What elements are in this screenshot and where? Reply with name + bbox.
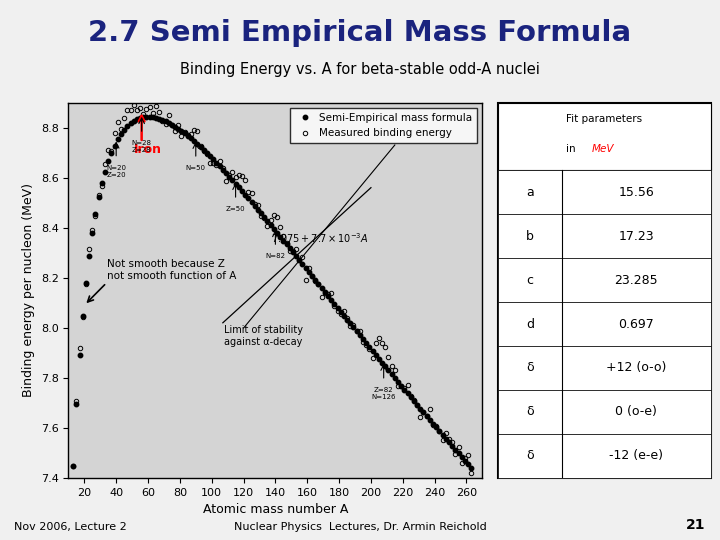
Text: 21: 21 (686, 518, 706, 532)
Semi-Empirical mass formula (318, 285, 326, 291)
Legend: Semi-Empirical mass formula, Measured binding energy: Semi-Empirical mass formula, Measured bi… (289, 108, 477, 144)
Text: d: d (526, 318, 534, 330)
Measured binding energy (318, 294, 326, 300)
Text: N=20
Z=20: N=20 Z=20 (106, 165, 126, 178)
Text: Not smooth because Z
not smooth function of A: Not smooth because Z not smooth function… (107, 259, 236, 281)
Measured binding energy (130, 102, 138, 108)
Bar (498, 258, 711, 302)
Text: Z=50: Z=50 (226, 206, 246, 212)
Bar (498, 170, 711, 214)
Semi-Empirical mass formula (145, 114, 154, 120)
Text: b: b (526, 230, 534, 242)
Semi-Empirical mass formula (467, 465, 476, 471)
X-axis label: Atomic mass number A: Atomic mass number A (203, 503, 348, 516)
Measured binding energy (69, 463, 78, 469)
Text: δ: δ (526, 406, 534, 419)
Measured binding energy (467, 469, 476, 476)
Bar (498, 390, 711, 434)
Y-axis label: Binding energy per nucleon (MeV): Binding energy per nucleon (MeV) (22, 183, 35, 397)
Semi-Empirical mass formula (307, 273, 316, 279)
Text: in: in (566, 144, 579, 154)
Semi-Empirical mass formula (336, 308, 345, 315)
Semi-Empirical mass formula (94, 194, 103, 200)
Semi-Empirical mass formula (69, 462, 78, 469)
Text: $7.075+7.7\times10^{-3}A$: $7.075+7.7\times10^{-3}A$ (271, 232, 368, 245)
Text: c: c (526, 274, 534, 287)
Semi-Empirical mass formula (260, 214, 269, 220)
Measured binding energy (94, 192, 103, 198)
Text: Limit of stability
against α-decay: Limit of stability against α-decay (225, 325, 303, 347)
Text: 0 (o-e): 0 (o-e) (616, 406, 657, 419)
Bar (498, 214, 711, 258)
Line: Semi-Empirical mass formula: Semi-Empirical mass formula (71, 115, 474, 470)
Text: Iron: Iron (134, 143, 162, 156)
Text: +12 (o-o): +12 (o-o) (606, 361, 667, 375)
Text: δ: δ (526, 361, 534, 375)
Text: Z=82
N=126: Z=82 N=126 (372, 387, 396, 400)
Text: -12 (e-e): -12 (e-e) (609, 449, 663, 462)
Text: MeV: MeV (592, 144, 614, 154)
Text: a: a (526, 186, 534, 199)
Line: Measured binding energy: Measured binding energy (71, 102, 474, 475)
Text: 17.23: 17.23 (618, 230, 654, 242)
Measured binding energy (174, 122, 183, 128)
Measured binding energy (307, 272, 316, 279)
Bar (498, 346, 711, 390)
Text: N=50: N=50 (186, 165, 206, 171)
Text: 15.56: 15.56 (618, 186, 654, 199)
Text: Nov 2006, Lecture 2: Nov 2006, Lecture 2 (14, 522, 127, 532)
Text: N=28
Z=28: N=28 Z=28 (132, 140, 152, 153)
Semi-Empirical mass formula (174, 125, 183, 132)
Text: Fit parameters: Fit parameters (567, 114, 642, 124)
Bar (498, 103, 711, 170)
Bar (498, 434, 711, 478)
Text: 2.7 Semi Empirical Mass Formula: 2.7 Semi Empirical Mass Formula (89, 19, 631, 47)
Text: 23.285: 23.285 (614, 274, 658, 287)
Measured binding energy (260, 215, 269, 221)
Text: δ: δ (526, 449, 534, 462)
Text: Binding Energy vs. A for beta-stable odd-A nuclei: Binding Energy vs. A for beta-stable odd… (180, 62, 540, 77)
Bar (498, 302, 711, 346)
Text: 0.697: 0.697 (618, 318, 654, 330)
Text: N=82: N=82 (266, 253, 285, 259)
Text: Nuclear Physics  Lectures, Dr. Armin Reichold: Nuclear Physics Lectures, Dr. Armin Reic… (233, 522, 487, 532)
Measured binding energy (336, 310, 345, 317)
